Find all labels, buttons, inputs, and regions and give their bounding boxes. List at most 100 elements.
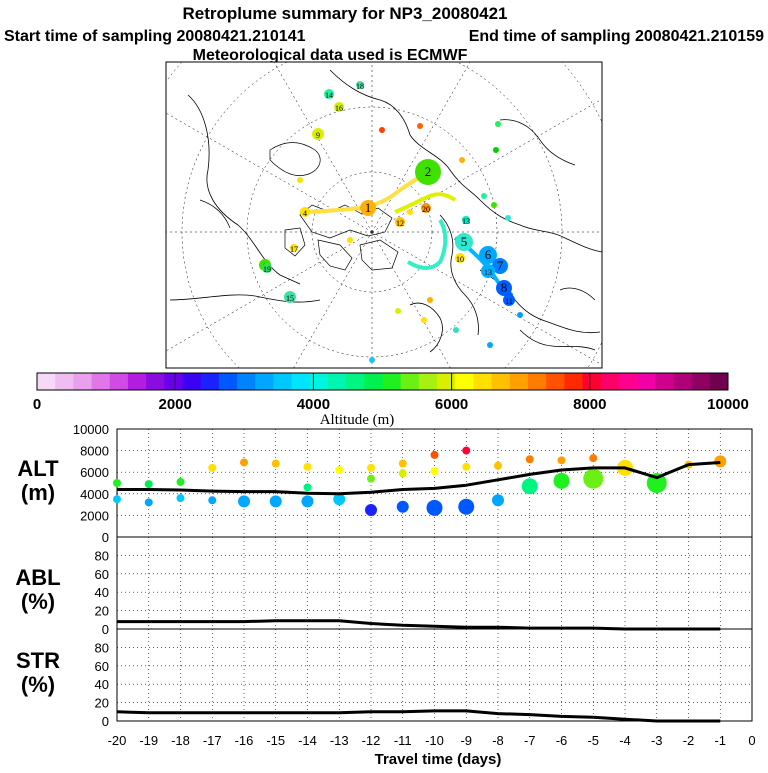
colorbar-swatch bbox=[164, 373, 183, 390]
alt-cluster-point bbox=[240, 458, 248, 467]
trajectory-track-yellow bbox=[299, 170, 430, 214]
alt-cluster-point bbox=[113, 479, 121, 487]
x-tick-label: 0 bbox=[748, 733, 755, 748]
x-tick-label: -3 bbox=[651, 733, 663, 748]
time-series-panels: 1000080006000400020000806040200806040200… bbox=[73, 422, 756, 748]
trajectory-marker bbox=[334, 102, 344, 112]
trajectory-dot bbox=[453, 327, 459, 333]
abl-panel-unit: (%) bbox=[21, 589, 55, 614]
meridian-line bbox=[166, 231, 373, 352]
alt-cluster-point bbox=[553, 472, 570, 489]
abl-y-tick-label: 20 bbox=[95, 604, 109, 619]
colorbar-swatch bbox=[600, 373, 620, 390]
alt-cluster-point bbox=[589, 454, 598, 463]
trajectory-marker-label: 12 bbox=[396, 219, 404, 228]
alt-panel: 10000 8000 6000 4000 2000 0 bbox=[73, 422, 753, 545]
trajectory-dot bbox=[369, 357, 375, 363]
str-panel-label: STR bbox=[16, 648, 60, 673]
trajectory-marker-label: 16 bbox=[335, 104, 343, 113]
trajectory-dot bbox=[487, 342, 493, 348]
alt-y-tick-label: 2000 bbox=[80, 508, 109, 523]
trajectory-marker-label: 13 bbox=[462, 217, 470, 226]
trajectory-track-cyan bbox=[406, 218, 448, 270]
trajectory-marker-label: 17 bbox=[290, 245, 298, 254]
alt-cluster-point bbox=[113, 495, 121, 504]
trajectory-marker-label: 8 bbox=[501, 280, 508, 295]
trajectory-marker bbox=[455, 233, 473, 251]
trajectory-dot bbox=[495, 121, 501, 127]
trajectory-dot bbox=[417, 123, 423, 129]
trajectory-dot bbox=[347, 237, 353, 243]
alt-cluster-point bbox=[301, 495, 314, 508]
abl-y-tick-label: 60 bbox=[95, 567, 109, 582]
trajectory-marker-label: 10 bbox=[456, 255, 464, 264]
alt-cluster-point bbox=[367, 474, 375, 483]
alt-cluster-point bbox=[176, 477, 185, 486]
colorbar-tick-label: 4000 bbox=[297, 396, 330, 413]
trajectory-marker bbox=[312, 128, 324, 140]
colorbar-swatch bbox=[364, 373, 383, 390]
trajectory-dot bbox=[421, 317, 427, 323]
alt-y-tick-label: 8000 bbox=[80, 444, 109, 459]
colorbar-swatch bbox=[346, 373, 365, 390]
abl-y-tick-label: 40 bbox=[95, 585, 109, 600]
trajectory-marker-label: 18 bbox=[356, 82, 364, 91]
x-tick-label: -7 bbox=[524, 733, 536, 748]
colorbar-swatch bbox=[437, 373, 456, 390]
trajectory-marker-label: 6 bbox=[485, 247, 492, 262]
meridian-line bbox=[273, 62, 373, 233]
alt-cluster-point bbox=[303, 462, 312, 471]
colorbar-swatch bbox=[73, 373, 93, 390]
map-graticule bbox=[166, 62, 602, 368]
alt-cluster-point bbox=[144, 498, 153, 507]
trajectory-dot bbox=[481, 193, 487, 199]
x-tick-label: -15 bbox=[266, 733, 285, 748]
trajectory-marker-label: 20 bbox=[422, 205, 430, 214]
trajectory-track-lime bbox=[394, 192, 457, 214]
alt-cluster-point bbox=[333, 493, 346, 506]
trajectory-marker bbox=[324, 89, 334, 99]
alt-cluster-point bbox=[525, 455, 534, 464]
alt-cluster-point bbox=[430, 467, 439, 476]
figure-title: Retroplume summary for NP3_20080421 bbox=[182, 4, 507, 23]
alt-cluster-point bbox=[303, 483, 312, 492]
alt-cluster-point bbox=[521, 478, 538, 495]
trajectory-marker bbox=[492, 258, 508, 274]
alt-cluster-point bbox=[365, 504, 377, 516]
str-y-tick-label: 40 bbox=[95, 677, 109, 692]
trajectory-marker bbox=[262, 263, 272, 273]
alt-y-tick-label: 4000 bbox=[80, 487, 109, 502]
trajectory-dot bbox=[379, 127, 385, 133]
alt-cluster-point bbox=[271, 459, 280, 468]
str-y-tick-label: 0 bbox=[102, 714, 109, 729]
colorbar-label: Altitude (m) bbox=[320, 412, 395, 428]
meridian-line bbox=[371, 98, 602, 233]
alt-cluster-point bbox=[144, 480, 153, 489]
trajectory-dot bbox=[505, 215, 511, 221]
trajectory-marker bbox=[360, 200, 376, 216]
x-tick-label: -1 bbox=[714, 733, 726, 748]
alt-cluster-point bbox=[646, 473, 667, 493]
colorbar-swatch bbox=[200, 373, 220, 390]
alt-series-line bbox=[117, 461, 721, 496]
colorbar-swatch bbox=[473, 373, 493, 390]
alt-cluster-point bbox=[714, 455, 727, 468]
x-tick-label: -10 bbox=[425, 733, 444, 748]
x-tick-label: -8 bbox=[492, 733, 504, 748]
colorbar-swatch bbox=[564, 373, 584, 390]
trajectory-marker-label: 7 bbox=[497, 258, 504, 273]
trajectory-marker bbox=[455, 253, 465, 263]
trajectory-marker bbox=[479, 246, 497, 264]
alt-cluster-point bbox=[176, 494, 185, 503]
alt-y-tick-label: 0 bbox=[102, 530, 109, 545]
colorbar-swatch bbox=[109, 373, 129, 390]
trajectory-points: 214567899101112131314151617181920 bbox=[259, 81, 523, 363]
meridian-line bbox=[293, 231, 373, 368]
x-tick-label: -4 bbox=[619, 733, 631, 748]
colorbar-swatch bbox=[655, 373, 674, 390]
trajectory-marker-label: 11 bbox=[505, 297, 513, 306]
abl-y-tick-label: 80 bbox=[95, 548, 109, 563]
x-tick-label: -13 bbox=[330, 733, 349, 748]
trajectory-marker-label: 13 bbox=[484, 268, 492, 277]
